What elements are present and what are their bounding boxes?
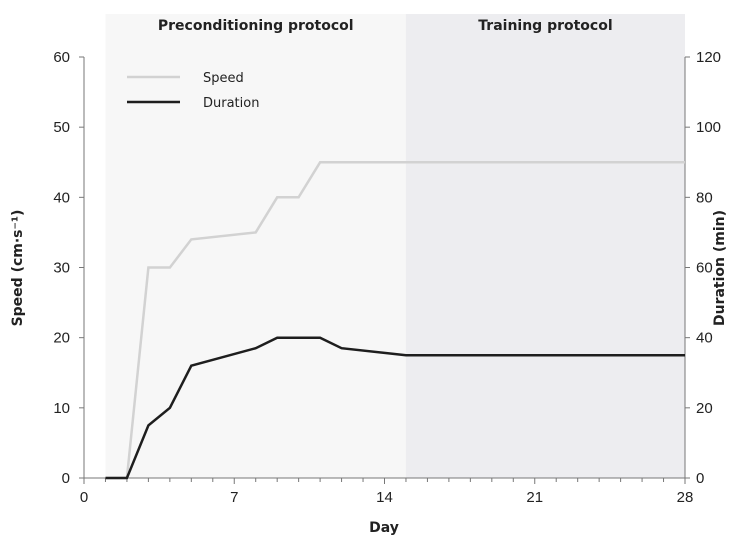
region-training [405,14,685,478]
x-tick-label: 28 [677,489,694,506]
y-axis-right-title: Duration (min) [712,210,728,326]
y-right-tick-label: 40 [696,330,713,347]
legend-label-duration: Duration [203,96,259,111]
y-left-tick-label: 60 [53,49,70,66]
y-left-tick-label: 40 [53,189,70,206]
series-line-speed [105,161,685,480]
legend-label-speed: Speed [203,71,244,86]
y-right-tick-label: 60 [696,260,713,277]
x-axis-title: Day [369,520,399,536]
protocol-regions: Preconditioning protocol Training protoco… [105,14,685,478]
y-left-tick-label: 50 [53,119,70,136]
y-left-tick-label: 0 [62,470,70,487]
y-right-tick-label: 0 [696,470,704,487]
y-left-tick-label: 30 [53,260,70,277]
axis-titles: Day Speed (cm·s⁻¹) Duration (min) [10,210,728,536]
series-line-duration [105,336,685,480]
axes: 0 10 20 30 40 50 60 0 20 40 60 80 100 120 0 7 14 21 28 [53,49,721,506]
region-label-training: Training protocol [478,18,612,34]
y-left-tick-label: 20 [53,330,70,347]
y-right-tick-label: 80 [696,189,713,206]
y-right-tick-label: 120 [696,49,721,66]
region-label-preconditioning: Preconditioning protocol [158,18,354,34]
y-left-tick-label: 10 [53,400,70,417]
x-tick-label: 0 [80,489,88,506]
legend: Speed Duration [127,71,259,111]
region-preconditioning [105,14,406,478]
x-tick-label: 14 [376,489,393,506]
y-axis-left-title: Speed (cm·s⁻¹) [10,210,26,327]
x-tick-label: 21 [526,489,543,506]
series-lines [105,161,685,480]
x-tick-label: 7 [230,489,238,506]
y-right-tick-label: 20 [696,400,713,417]
y-right-tick-label: 100 [696,119,721,136]
